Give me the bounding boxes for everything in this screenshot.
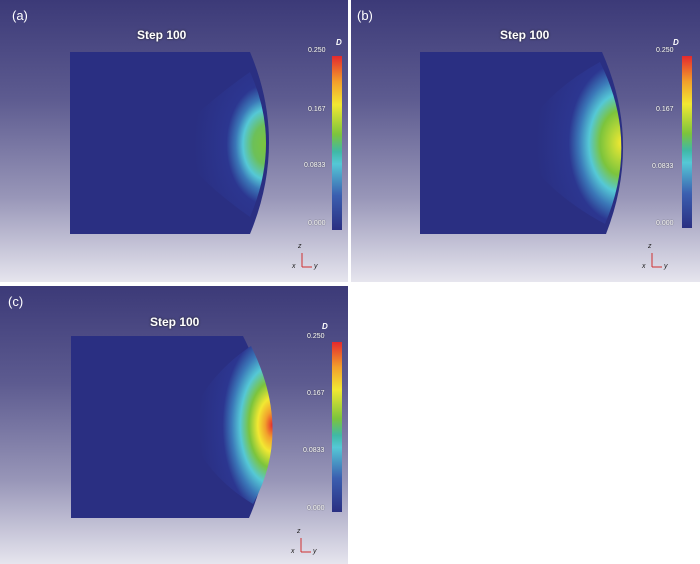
colorbar-tick: 0.167 xyxy=(656,106,674,113)
axis-x-label: x xyxy=(292,263,296,270)
axis-y-label: y xyxy=(314,263,318,270)
colorbar-tick: 0.167 xyxy=(307,390,325,397)
step-title: Step 100 xyxy=(150,315,200,329)
damage-field-plot xyxy=(70,52,269,234)
colorbar-tick: 0.250 xyxy=(307,333,325,340)
axis-y-label: y xyxy=(664,263,668,270)
colorbar-tick: 0.167 xyxy=(308,106,326,113)
colorbar-title: D xyxy=(673,38,679,47)
colorbar-tick: 0.0833 xyxy=(652,163,674,170)
colorbar-title: D xyxy=(336,38,342,47)
colorbar-tick: 0.000 xyxy=(307,505,325,512)
colorbar-tick: 0.250 xyxy=(656,47,674,54)
axis-y-label: y xyxy=(313,548,317,555)
axis-z-label: z xyxy=(298,243,302,250)
axis-triad: z x y xyxy=(292,243,332,273)
colorbar-tick: 0.000 xyxy=(656,220,674,227)
colorbar-tick: 0.0833 xyxy=(304,162,326,169)
step-title: Step 100 xyxy=(500,28,550,42)
panel-c: (c) Step 100 D 0.250 0.167 0.0833 0.000 … xyxy=(0,286,348,564)
axis-triad: z x y xyxy=(642,243,682,273)
axis-z-label: z xyxy=(297,528,301,535)
axis-x-label: x xyxy=(291,548,295,555)
axis-x-label: x xyxy=(642,263,646,270)
colorbar-tick: 0.0833 xyxy=(303,447,325,454)
colorbar xyxy=(682,56,692,228)
damage-field-plot xyxy=(71,336,273,518)
step-title: Step 100 xyxy=(137,28,187,42)
panel-label: (c) xyxy=(8,294,24,309)
colorbar xyxy=(332,342,342,512)
axis-triad: z x y xyxy=(291,528,331,558)
axis-z-label: z xyxy=(648,243,652,250)
panel-a: (a) Step 100 D 0.250 0.167 0.0833 0.000 … xyxy=(0,0,348,282)
colorbar-tick: 0.000 xyxy=(308,220,326,227)
panel-label: (b) xyxy=(357,8,373,23)
colorbar-title: D xyxy=(322,322,328,331)
damage-field-plot xyxy=(420,52,624,234)
panel-label: (a) xyxy=(12,8,28,23)
colorbar-tick: 0.250 xyxy=(308,47,326,54)
colorbar xyxy=(332,56,342,230)
panel-b: (b) Step 100 D 0.250 0.167 0.0833 0.000 … xyxy=(351,0,700,282)
